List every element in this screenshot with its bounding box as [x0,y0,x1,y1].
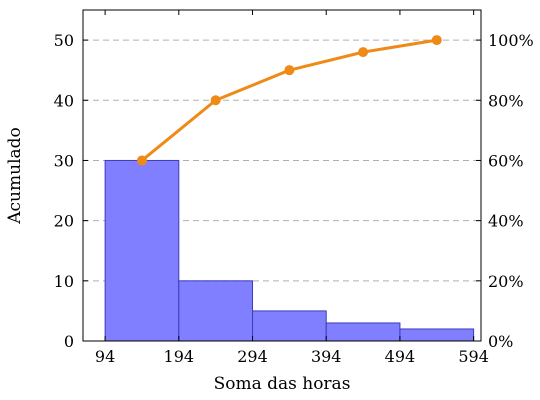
y-tick-label: 50 [54,31,74,50]
y2-tick-label: 40% [488,212,524,231]
x-axis-title: Soma das horas [214,374,351,394]
histogram-bar [325,322,401,342]
y2-tick-label: 80% [488,91,524,110]
cumulative-point [136,155,147,166]
grid-lines [83,39,481,282]
histogram-bar [104,159,180,342]
y2-tick-label: 100% [488,31,534,50]
cumulative-point [284,65,295,76]
y-tick-label: 40 [54,91,74,110]
axis-ticks: 94 194 294 394 494 594 0 10 20 30 40 50 0% 20% 40% 60% 8… [54,10,534,366]
y2-tick-label: 0% [488,332,513,351]
x-tick-label: 394 [311,347,342,366]
cumulative-line [136,35,442,166]
y-tick-label: 10 [54,272,74,291]
histogram-bars [104,159,475,342]
y-axis-title: Acumulado [5,127,25,225]
histogram-bar [399,328,475,342]
plot-frame [82,9,482,342]
y2-tick-label: 20% [488,272,524,291]
x-tick-label: 594 [458,347,489,366]
cumulative-point [358,47,369,58]
x-tick-label: 94 [95,347,115,366]
y-tick-label: 30 [54,151,74,170]
cumulative-point [431,35,442,46]
x-tick-label: 294 [237,347,268,366]
x-tick-label: 494 [385,347,416,366]
y2-tick-label: 60% [488,151,524,170]
cumulative-point [210,95,221,106]
histogram-bar [178,280,254,342]
y-tick-label: 20 [54,212,74,231]
x-tick-label: 194 [164,347,195,366]
histogram-bar [252,310,327,342]
y-tick-label: 0 [64,332,74,351]
